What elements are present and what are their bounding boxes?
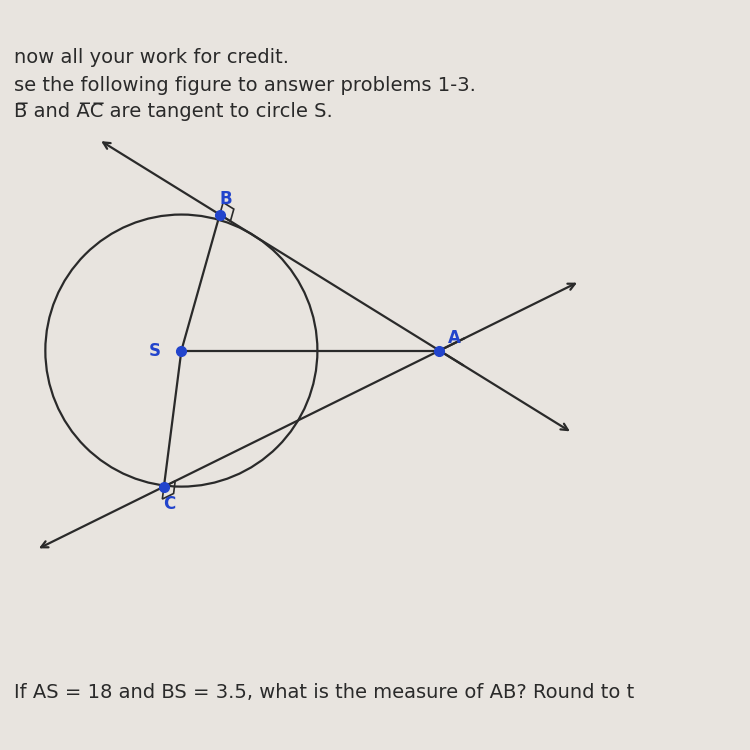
- Text: If AS = 18 and BS = 3.5, what is the measure of AB? Round to t: If AS = 18 and BS = 3.5, what is the mea…: [14, 683, 634, 702]
- Text: A: A: [448, 329, 461, 347]
- Text: S: S: [148, 341, 160, 359]
- Text: now all your work for credit.: now all your work for credit.: [14, 48, 289, 67]
- Text: B: B: [219, 190, 232, 208]
- Text: C: C: [164, 495, 176, 513]
- Text: B̅ and A̅C̅ are tangent to circle S.: B̅ and A̅C̅ are tangent to circle S.: [14, 102, 333, 121]
- Text: se the following figure to answer problems 1-3.: se the following figure to answer proble…: [14, 76, 476, 95]
